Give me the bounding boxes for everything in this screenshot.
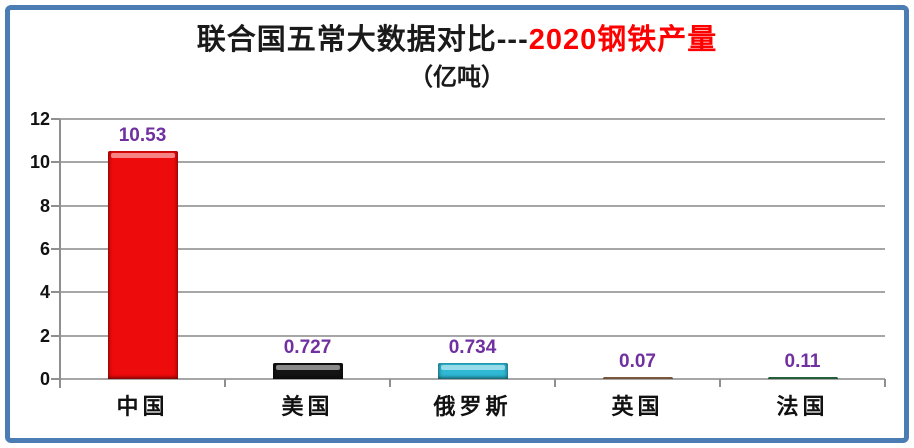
ytick-label-0: 0 — [39, 369, 50, 389]
category-label-俄罗斯: 俄罗斯 — [433, 394, 512, 419]
xtick-mark-2 — [389, 379, 391, 387]
bar-highlight-中国 — [110, 153, 175, 158]
value-label-中国: 10.53 — [118, 125, 167, 146]
gridline-y-2 — [60, 334, 885, 337]
chart-title-black-part: 联合国五常大数据对比--- — [196, 24, 529, 56]
gridline-y-8 — [60, 204, 885, 207]
chart-title-red-part: 2020钢铁产量 — [528, 24, 718, 56]
ytick-mark-12 — [51, 118, 60, 120]
bar-中国 — [107, 151, 178, 379]
gridline-y-0 — [60, 378, 885, 380]
ytick-mark-4 — [51, 291, 60, 294]
ytick-label-10: 10 — [29, 152, 50, 173]
xtick-mark-0 — [59, 379, 61, 387]
bar-法国 — [767, 377, 838, 379]
ytick-label-6: 6 — [39, 239, 50, 259]
chart-title: 联合国五常大数据对比---2020钢铁产量 — [0, 16, 914, 58]
bar-highlight-俄罗斯 — [440, 365, 505, 370]
xtick-mark-4 — [719, 379, 721, 387]
bar-美国 — [272, 363, 343, 379]
ytick-label-8: 8 — [39, 195, 50, 216]
gridline-y-6 — [60, 248, 885, 250]
ytick-mark-2 — [51, 334, 60, 337]
xtick-mark-5 — [884, 379, 886, 387]
ytick-label-12: 12 — [29, 109, 50, 129]
y-axis-line — [59, 119, 61, 388]
chart-subtitle: （亿吨） — [409, 64, 505, 91]
xtick-mark-3 — [554, 379, 556, 387]
ytick-mark-0 — [51, 378, 60, 380]
bar-英国 — [602, 377, 673, 379]
value-label-英国: 0.07 — [619, 351, 656, 372]
bar-highlight-美国 — [275, 365, 340, 370]
ytick-mark-10 — [51, 161, 60, 164]
category-label-美国: 美国 — [281, 394, 334, 419]
category-label-法国: 法国 — [776, 394, 829, 419]
gridline-y-4 — [60, 291, 885, 294]
value-label-俄罗斯: 0.734 — [448, 337, 497, 358]
gridline-y-12 — [60, 118, 885, 120]
xtick-mark-1 — [224, 379, 226, 387]
category-label-中国: 中国 — [116, 394, 169, 419]
category-label-英国: 英国 — [611, 394, 664, 419]
ytick-mark-6 — [51, 248, 60, 250]
ytick-label-4: 4 — [39, 282, 50, 303]
gridline-y-10 — [60, 161, 885, 164]
ytick-label-2: 2 — [39, 325, 50, 346]
bar-俄罗斯 — [437, 363, 508, 379]
value-label-美国: 0.727 — [283, 337, 332, 358]
ytick-mark-8 — [51, 204, 60, 207]
value-label-法国: 0.11 — [784, 351, 821, 372]
